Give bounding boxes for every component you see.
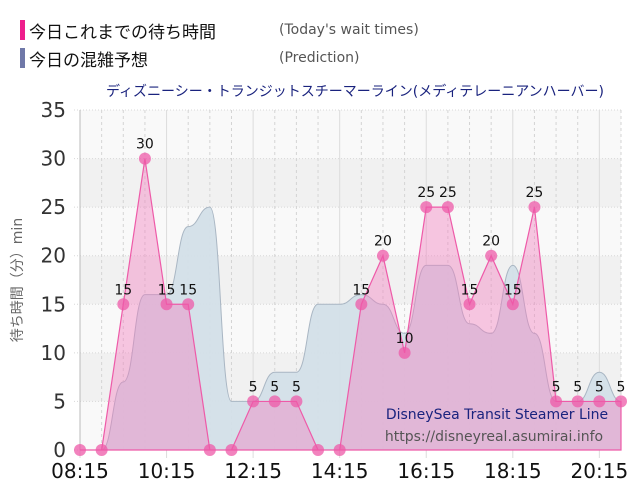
x-tick-label: 18:15 [484, 459, 542, 483]
legend-label-actual-en: (Today's wait times) [279, 22, 419, 38]
x-tick-label: 12:15 [224, 459, 282, 483]
prediction-area [79, 206, 622, 451]
legend-item-actual: 今日これまでの待ち時間 (Today's wait times) [20, 20, 419, 43]
data-label: 25 [526, 185, 544, 201]
data-point[interactable] [398, 346, 411, 359]
data-point[interactable] [160, 298, 173, 311]
data-point[interactable] [420, 201, 433, 214]
data-label: 15 [179, 282, 197, 298]
data-point[interactable] [550, 395, 563, 408]
data-point[interactable] [247, 395, 260, 408]
data-point[interactable] [225, 444, 238, 456]
y-tick-label: 25 [41, 195, 66, 219]
data-point[interactable] [138, 152, 151, 165]
data-point[interactable] [506, 298, 519, 311]
data-label: 15 [158, 282, 176, 298]
data-point[interactable] [95, 444, 108, 456]
y-tick-label: 15 [41, 292, 66, 316]
data-points [74, 152, 627, 456]
data-point[interactable] [571, 395, 584, 408]
data-label: 15 [114, 282, 132, 298]
data-label: 30 [136, 137, 154, 153]
data-point[interactable] [485, 249, 498, 262]
data-point[interactable] [117, 298, 130, 311]
data-point[interactable] [528, 201, 541, 214]
data-label: 15 [461, 282, 479, 298]
y-tick-label: 30 [41, 147, 66, 171]
legend-label-actual-jp: 今日これまでの待ち時間 [29, 22, 216, 43]
data-point[interactable] [463, 298, 476, 311]
watermark: DisneySea Transit Steamer Line https://d… [385, 407, 608, 445]
data-point[interactable] [312, 444, 325, 456]
data-point[interactable] [182, 298, 195, 311]
y-tick-label: 5 [53, 389, 66, 413]
data-label: 5 [249, 379, 258, 395]
y-tick-label: 0 [53, 438, 66, 462]
legend-label-prediction-en: (Prediction) [279, 50, 360, 66]
data-point[interactable] [376, 249, 389, 262]
data-point[interactable] [74, 444, 86, 456]
data-label: 25 [417, 185, 435, 201]
data-label: 25 [439, 185, 457, 201]
data-point[interactable] [290, 395, 303, 408]
x-tick-label: 20:15 [571, 459, 629, 483]
x-tick-label: 14:15 [311, 459, 369, 483]
y-axis-label: 待ち時間（分）min [10, 218, 26, 342]
watermark-url: https://disneyreal.asumirai.info [385, 429, 603, 445]
data-point[interactable] [441, 201, 454, 214]
y-tick-label: 20 [41, 244, 66, 268]
data-label: 5 [552, 379, 561, 395]
legend-swatch-prediction [20, 48, 25, 68]
x-tick-label: 10:15 [138, 459, 196, 483]
actual-wait-area [80, 158, 622, 451]
data-point[interactable] [268, 395, 281, 408]
data-point[interactable] [615, 395, 627, 408]
legend-label-prediction-jp: 今日の混雑予想 [29, 50, 148, 71]
y-axis-ticks: 0 5 10 15 20 25 30 35 [41, 98, 66, 462]
data-label: 5 [573, 379, 582, 395]
data-label: 20 [374, 234, 392, 250]
data-point[interactable] [593, 395, 606, 408]
y-tick-label: 10 [41, 341, 66, 365]
data-point[interactable] [355, 298, 368, 311]
chart-title: ディズニーシー・トランジットスチーマーライン(メディテレーニアンハーバー) [106, 83, 604, 100]
data-label: 5 [270, 379, 279, 395]
legend-item-prediction: 今日の混雑予想 (Prediction) [20, 48, 360, 71]
data-label: 10 [396, 331, 414, 347]
actual-area-path [80, 158, 622, 451]
data-label: 5 [595, 379, 604, 395]
data-label: 5 [292, 379, 301, 395]
x-tick-label: 08:15 [51, 459, 109, 483]
data-label: 15 [352, 282, 370, 298]
watermark-title: DisneySea Transit Steamer Line [386, 407, 608, 423]
data-label: 15 [504, 282, 522, 298]
prediction-area-path [79, 206, 622, 451]
data-label: 5 [617, 379, 626, 395]
data-point[interactable] [333, 444, 346, 456]
x-axis-ticks: 08:15 10:15 12:15 14:15 16:15 18:15 20:15 [51, 459, 628, 483]
data-label: 20 [482, 234, 500, 250]
x-tick-label: 16:15 [397, 459, 455, 483]
y-tick-label: 35 [41, 98, 66, 122]
legend-swatch-actual [20, 20, 25, 40]
data-point[interactable] [203, 444, 216, 456]
